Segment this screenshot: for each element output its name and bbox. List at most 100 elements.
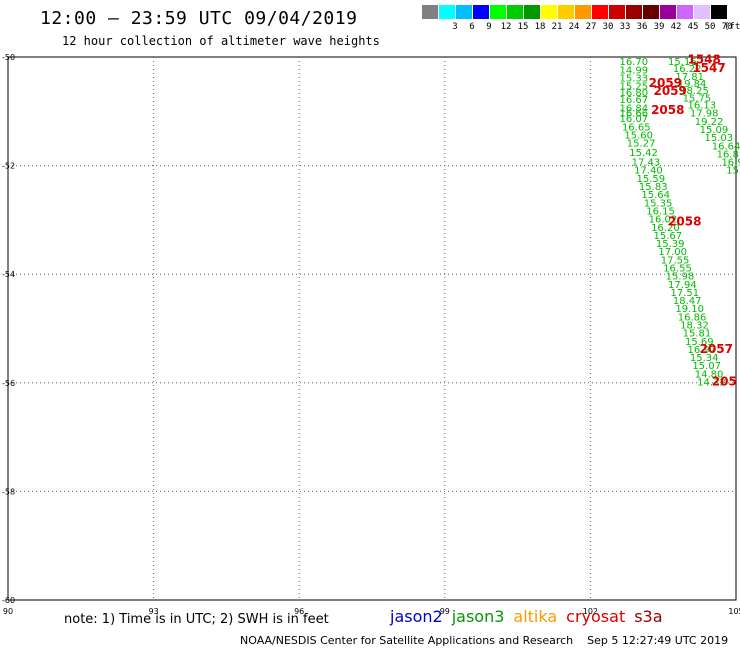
legend-swatch xyxy=(711,5,727,19)
map-frame xyxy=(7,56,737,601)
swh-reading: 14.80 xyxy=(695,369,724,380)
swh-reading: 17.43 xyxy=(632,158,661,169)
legend-swatch xyxy=(490,5,506,19)
legend-label: 30 xyxy=(602,22,614,32)
legend-label: 3 xyxy=(452,22,458,32)
swh-reading: 15 xyxy=(726,166,739,177)
swh-reading: 16.15 xyxy=(646,206,675,217)
swh-reading: 15.33 xyxy=(620,73,649,84)
swh-reading: 17.55 xyxy=(661,255,690,266)
cryosat-time-label: 205 xyxy=(712,375,737,389)
swh-reading: 16.86 xyxy=(678,312,707,323)
swh-reading: 15.03 xyxy=(704,133,733,144)
legend-swatch xyxy=(626,5,642,19)
swh-reading: 15.67 xyxy=(653,231,682,242)
satellite-key: jason2 jason3 altika cryosat s3a xyxy=(390,607,672,626)
swh-reading: 17.51 xyxy=(670,288,699,299)
lat-tick-label: -58 xyxy=(2,487,15,496)
legend-label: 21 xyxy=(551,22,563,32)
swh-reading: 17.40 xyxy=(634,166,663,177)
satellite-jason2: jason2 xyxy=(390,607,443,626)
legend-swatch xyxy=(677,5,693,19)
legend-label: 50 xyxy=(704,22,716,32)
swh-reading: 18.47 xyxy=(673,296,702,307)
legend-swatch xyxy=(575,5,591,19)
swh-reading: 16.70 xyxy=(620,57,649,68)
generated-timestamp: Sep 5 12:27:49 UTC 2019 xyxy=(587,634,729,647)
credit-text: NOAA/NESDIS Center for Satellite Applica… xyxy=(240,634,574,647)
swh-reading: 19.22 xyxy=(695,117,724,128)
swh-reading: 16.20 xyxy=(651,223,680,234)
lon-tick-label: 102 xyxy=(583,607,598,616)
swh-reading: 15.42 xyxy=(629,148,658,159)
swh-reading: 16.80 xyxy=(620,88,649,99)
swh-reading: 15.83 xyxy=(639,182,668,193)
legend-label: 70 xyxy=(721,22,733,32)
swh-reading: 16.67 xyxy=(620,95,649,106)
swh-reading: 18.25 xyxy=(680,86,709,97)
satellite-cryosat: cryosat xyxy=(566,607,626,626)
legend-swatch xyxy=(524,5,540,19)
lat-tick-label: -50 xyxy=(2,53,15,62)
swh-reading: 15.60 xyxy=(624,130,653,141)
lon-tick-label: 99 xyxy=(440,607,450,616)
swh-reading: 15.27 xyxy=(627,139,656,150)
swh-reading: 16.84 xyxy=(620,103,649,114)
legend-label: 39 xyxy=(653,22,665,32)
lon-tick-label: 96 xyxy=(294,607,304,616)
legend-label: 27 xyxy=(585,22,597,32)
swh-reading: 15.09 xyxy=(700,125,729,136)
legend-swatch xyxy=(439,5,455,19)
satellite-s3a: s3a xyxy=(634,607,663,626)
swh-reading: 18.32 xyxy=(680,321,709,332)
swh-reading: 16.02 xyxy=(649,215,678,226)
cryosat-time-label: 1547 xyxy=(692,61,725,75)
legend-label: 24 xyxy=(568,22,580,32)
legend-unit: (ft) xyxy=(724,22,740,32)
legend-label: 36 xyxy=(636,22,648,32)
swh-reading: 17.81 xyxy=(675,72,704,83)
cryosat-time-label: 2058 xyxy=(668,214,701,228)
footnote: note: 1) Time is in UTC; 2) SWH is in fe… xyxy=(64,612,329,627)
legend-swatch xyxy=(456,5,472,19)
legend-label: 6 xyxy=(469,22,475,32)
lat-tick-label: -52 xyxy=(2,162,15,171)
swh-reading: 19.10 xyxy=(675,304,704,315)
swh-reading: 15.34 xyxy=(690,353,719,364)
swh-reading: 15.39 xyxy=(656,239,685,250)
swh-reading: 16.07 xyxy=(620,114,649,125)
swh-reading: 16.65 xyxy=(622,122,651,133)
legend-label: 33 xyxy=(619,22,631,32)
cryosat-time-label: 2059 xyxy=(649,76,682,90)
swh-reading: 15.64 xyxy=(641,190,670,201)
legend-label: 18 xyxy=(534,22,546,32)
swh-reading: 15.25 xyxy=(620,82,649,93)
legend-label: 9 xyxy=(486,22,492,32)
lat-tick-label: -56 xyxy=(2,379,15,388)
legend-label: 45 xyxy=(687,22,699,32)
legend-swatch xyxy=(660,5,676,19)
cryosat-time-label: 2058 xyxy=(651,103,684,117)
swh-reading: 17.00 xyxy=(658,247,687,258)
swh-reading: 16.97 xyxy=(687,345,716,356)
swh-reading: 14.99 xyxy=(620,65,649,76)
satellite-jason3: jason3 xyxy=(451,607,505,626)
cryosat-time-label: 1548 xyxy=(687,53,720,67)
swh-reading: 16.22 xyxy=(673,64,702,75)
credit-line: NOAA/NESDIS Center for Satellite Applica… xyxy=(240,634,728,647)
legend-swatch xyxy=(507,5,523,19)
swh-reading: 15.98 xyxy=(666,272,695,283)
cryosat-time-label: 2059 xyxy=(653,84,686,98)
legend-label: 15 xyxy=(517,22,529,32)
legend-label: 12 xyxy=(500,22,512,32)
swh-reading: 15.35 xyxy=(644,198,673,209)
swh-reading: 16.66 xyxy=(620,109,649,120)
lon-tick-label: 105 xyxy=(728,607,740,616)
page-title: 12:00 – 23:59 UTC 09/04/2019 xyxy=(40,8,358,29)
cryosat-time-label: 2057 xyxy=(700,342,733,356)
legend-swatch xyxy=(422,5,438,19)
legend-swatch xyxy=(592,5,608,19)
swh-reading: 16.13 xyxy=(687,101,716,112)
swh-reading: 16.8 xyxy=(717,149,739,160)
